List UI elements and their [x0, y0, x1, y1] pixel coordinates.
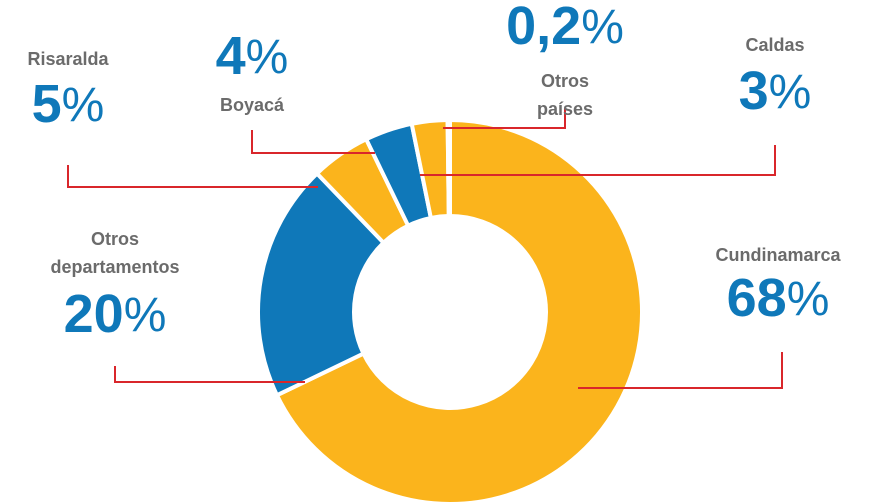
value-label: 4%	[216, 26, 289, 86]
value-number: 5	[32, 74, 62, 134]
leader-line	[114, 366, 305, 383]
value-unit: %	[246, 31, 289, 84]
leader-line	[578, 352, 783, 389]
value-label: 5%	[32, 74, 105, 134]
category-label: Otros países	[537, 71, 593, 119]
leader-line	[67, 165, 318, 188]
value-number: 68	[727, 268, 787, 328]
value-number: 20	[64, 284, 124, 344]
value-number: 4	[216, 26, 246, 86]
value-unit: %	[124, 289, 167, 342]
category-label: Otros departamentos	[50, 229, 179, 277]
leader-line	[443, 108, 566, 129]
value-label: 3%	[739, 61, 812, 121]
leader-line	[251, 130, 375, 154]
value-unit: %	[787, 273, 830, 326]
value-unit: %	[581, 1, 624, 54]
value-unit: %	[769, 66, 812, 119]
leader-line	[420, 145, 776, 176]
donut-segment	[445, 117, 452, 219]
category-label: Risaralda	[27, 49, 109, 69]
value-label: 20%	[64, 284, 167, 344]
value-number: 0,2	[506, 0, 581, 56]
category-label: Caldas	[745, 35, 804, 55]
value-number: 3	[739, 61, 769, 121]
donut-segment	[274, 117, 644, 503]
category-label: Boyacá	[220, 95, 285, 115]
donut-segment	[256, 170, 387, 398]
category-label: Cundinamarca	[715, 245, 841, 265]
value-label: 0,2%	[506, 0, 624, 56]
value-unit: %	[62, 79, 105, 132]
value-label: 68%	[727, 268, 830, 328]
